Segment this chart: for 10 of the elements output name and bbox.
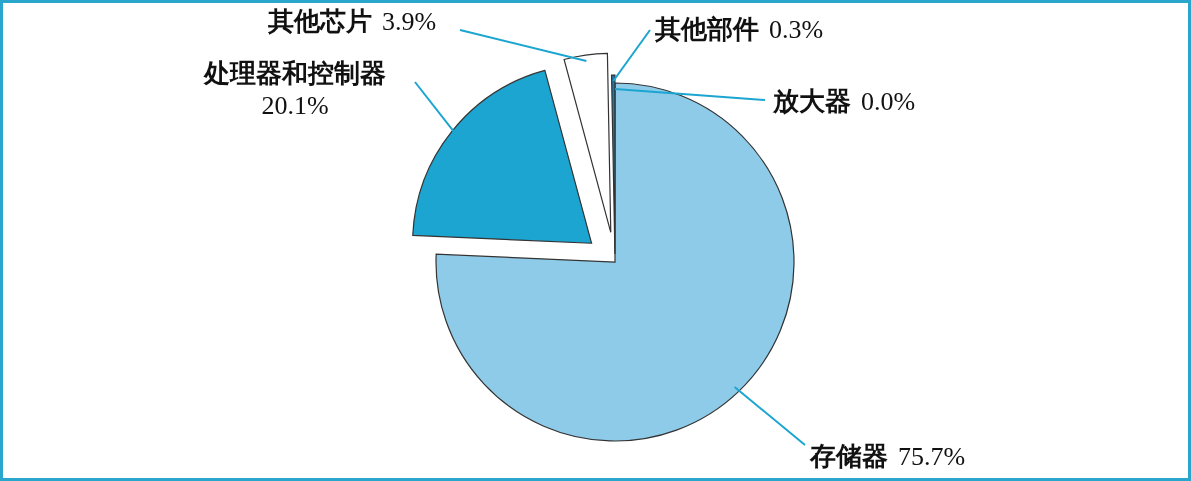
data-label: 0.3%: [769, 15, 824, 44]
slice-label: 其他部件: [654, 14, 759, 44]
data-label: 20.1%: [261, 91, 329, 120]
category-label: 放大器: [773, 86, 851, 116]
slice-label: 存储器: [809, 441, 888, 471]
data-label: 3.9%: [382, 7, 437, 36]
data-label: 75.7%: [898, 442, 966, 471]
slice-label: 处理器和控制器: [203, 58, 386, 88]
slice-label: 其他芯片: [267, 6, 372, 36]
text: 0.0%: [861, 87, 916, 116]
